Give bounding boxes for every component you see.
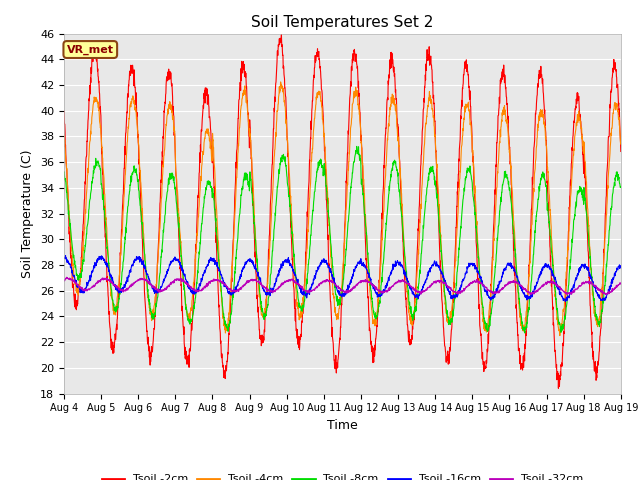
Line: Tsoil -8cm: Tsoil -8cm (64, 146, 621, 333)
Tsoil -2cm (554, 385, 562, 391)
Tsoil -4cm (276, 79, 284, 85)
Tsoil -8cm (371, 314, 379, 320)
Tsoil -8cm (359, 189, 367, 194)
Tsoil -4cm (584, 205, 591, 211)
Tsoil -2cm (568, 144, 576, 150)
Legend: Tsoil -2cm, Tsoil -4cm, Tsoil -8cm, Tsoil -16cm, Tsoil -32cm: Tsoil -2cm, Tsoil -4cm, Tsoil -8cm, Tsoi… (97, 470, 588, 480)
Tsoil -4cm (504, 135, 512, 141)
Tsoil -4cm (371, 322, 379, 328)
Tsoil -4cm (216, 261, 223, 266)
Tsoil -16cm (61, 253, 69, 259)
Line: Tsoil -2cm: Tsoil -2cm (64, 35, 621, 388)
Tsoil -32cm (371, 285, 379, 290)
Tsoil -8cm (521, 330, 529, 336)
Tsoil -2cm (617, 149, 625, 155)
Tsoil -4cm (60, 132, 68, 138)
Tsoil -2cm (60, 108, 68, 114)
Line: Tsoil -4cm: Tsoil -4cm (64, 82, 621, 336)
Tsoil -2cm (216, 313, 223, 319)
Y-axis label: Soil Temperature (C): Soil Temperature (C) (22, 149, 35, 278)
Tsoil -8cm (60, 169, 68, 175)
Tsoil -8cm (568, 236, 576, 242)
Tsoil -8cm (216, 264, 223, 270)
Tsoil -4cm (568, 172, 576, 178)
Tsoil -32cm (617, 280, 625, 286)
Tsoil -4cm (359, 160, 367, 166)
Tsoil -2cm (504, 128, 512, 134)
Tsoil -2cm (371, 352, 379, 358)
Tsoil -16cm (568, 286, 576, 291)
Tsoil -4cm (556, 333, 564, 338)
Tsoil -8cm (584, 224, 591, 230)
Tsoil -16cm (504, 262, 512, 267)
Tsoil -8cm (504, 181, 512, 187)
Tsoil -32cm (216, 279, 223, 285)
Tsoil -32cm (63, 275, 70, 280)
Tsoil -16cm (216, 266, 223, 272)
X-axis label: Time: Time (327, 419, 358, 432)
Tsoil -4cm (617, 141, 625, 147)
Tsoil -16cm (561, 299, 569, 304)
Tsoil -32cm (564, 292, 572, 298)
Tsoil -16cm (359, 262, 367, 267)
Tsoil -16cm (371, 287, 379, 293)
Title: Soil Temperatures Set 2: Soil Temperatures Set 2 (252, 15, 433, 30)
Tsoil -2cm (584, 231, 591, 237)
Line: Tsoil -32cm: Tsoil -32cm (64, 277, 621, 295)
Line: Tsoil -16cm: Tsoil -16cm (64, 256, 621, 301)
Tsoil -16cm (584, 267, 591, 273)
Tsoil -32cm (584, 279, 591, 285)
Text: VR_met: VR_met (67, 44, 114, 55)
Tsoil -2cm (359, 163, 367, 168)
Tsoil -32cm (60, 277, 68, 283)
Tsoil -2cm (278, 32, 285, 37)
Tsoil -16cm (617, 263, 625, 269)
Tsoil -16cm (60, 255, 68, 261)
Tsoil -32cm (504, 279, 512, 285)
Tsoil -8cm (353, 144, 360, 149)
Tsoil -32cm (359, 279, 367, 285)
Tsoil -32cm (568, 289, 576, 295)
Tsoil -8cm (617, 184, 625, 190)
